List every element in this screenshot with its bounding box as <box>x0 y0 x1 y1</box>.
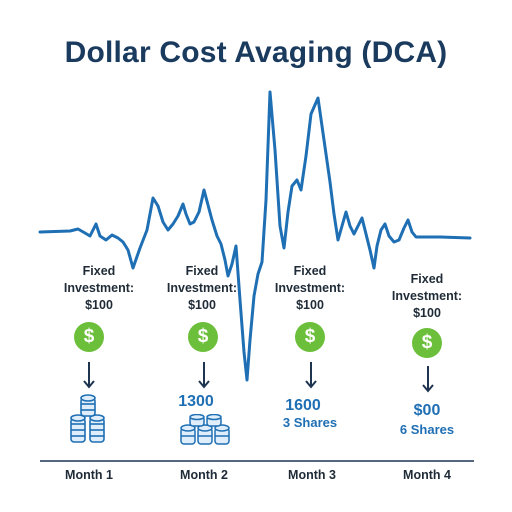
investment-label-month-3: Fixed Investment: $100 <box>274 264 346 312</box>
arrow-down-icon <box>83 362 95 389</box>
month-4-shares: 6 Shares <box>399 422 455 437</box>
month-3-amount: 1600 <box>285 397 321 414</box>
month-label-4: Month 4 <box>403 468 451 482</box>
month-3-shares: 3 Shares <box>282 415 338 430</box>
investment-label-month-2: Fixed Investment: $100 <box>166 264 238 312</box>
coin-stack-icon <box>70 394 105 443</box>
dollar-coin-icon: $ <box>412 328 442 358</box>
price-line <box>38 90 472 382</box>
arrow-down-icon <box>198 362 210 389</box>
arrow-down-icon <box>305 362 317 389</box>
month-2-amount: 1300 <box>178 393 214 410</box>
page-title: Dollar Cost Avaging (DCA) <box>64 36 448 69</box>
arrow-down-icon <box>422 366 434 393</box>
investment-label-month-4: Fixed Investment: $100 <box>391 272 463 320</box>
month-label-1: Month 1 <box>65 468 113 482</box>
month-label-3: Month 3 <box>288 468 336 482</box>
dollar-coin-icon: $ <box>74 322 104 352</box>
coin-stack-icon <box>180 414 230 445</box>
month-label-2: Month 2 <box>180 468 228 482</box>
dollar-coin-icon: $ <box>295 322 325 352</box>
month-4-amount: $00 <box>413 402 441 419</box>
investment-label-month-1: Fixed Investment: $100 <box>63 264 135 312</box>
dollar-coin-icon: $ <box>188 322 218 352</box>
